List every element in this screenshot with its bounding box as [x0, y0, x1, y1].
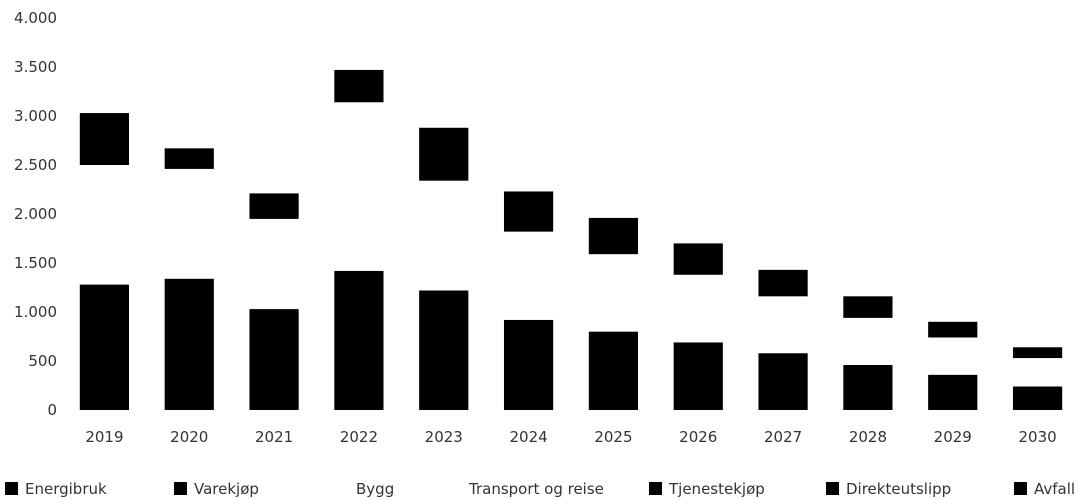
legend-swatch: [649, 482, 662, 495]
bar-2020-series-2: [164, 148, 214, 169]
legend-item: Avfall: [1014, 480, 1075, 498]
bar-2022-series-2: [334, 69, 384, 103]
bar-2030-series-0: [1012, 386, 1063, 410]
y-tick-label: 3.000: [14, 107, 57, 125]
bar-2023-series-1: [419, 180, 469, 291]
x-tick-label: 2024: [509, 428, 547, 446]
legend-item: Tjenestekjøp: [649, 480, 765, 498]
x-tick-label: 2025: [594, 428, 632, 446]
bar-2024-series-1: [503, 231, 554, 320]
bar-2025-series-0: [588, 331, 639, 410]
y-axis: 0 500 1.000 1.500 2.000 2.500 3.000 3.500 4.000: [14, 9, 57, 419]
y-tick-label: 0: [47, 401, 57, 419]
bar-2029-series-2: [928, 321, 978, 338]
y-tick-label: 4.000: [14, 9, 57, 27]
bar-2028-series-1: [843, 317, 893, 365]
bar-2019-series-0: [79, 284, 130, 410]
x-tick-label: 2019: [85, 428, 123, 446]
x-tick-label: 2023: [425, 428, 463, 446]
bar-2021-series-0: [249, 309, 299, 410]
legend-swatch: [1014, 482, 1027, 495]
x-tick-label: 2028: [849, 428, 887, 446]
bar-2027-series-2: [758, 269, 808, 297]
y-tick-label: 1.000: [14, 303, 57, 321]
legend-item: Transport og reise: [468, 480, 604, 498]
y-tick-label: 2.000: [14, 205, 57, 223]
legend-label: Bygg: [356, 480, 394, 498]
bar-2029-series-1: [928, 337, 978, 375]
y-tick-label: 500: [28, 352, 57, 370]
x-tick-label: 2027: [764, 428, 802, 446]
bar-2026-series-0: [673, 342, 723, 410]
y-tick-label: 3.500: [14, 58, 57, 76]
bar-2026-series-1: [673, 274, 723, 343]
legend-swatch: [826, 482, 839, 495]
x-tick-label: 2029: [934, 428, 972, 446]
legend-label: Avfall: [1034, 480, 1075, 498]
bar-2028-series-0: [843, 364, 893, 410]
legend-item: Bygg: [356, 480, 394, 498]
bar-2025-series-2: [588, 217, 639, 255]
bar-2019-series-1: [79, 165, 130, 285]
bar-2027-series-0: [758, 353, 808, 410]
bar-2024-series-2: [503, 191, 554, 232]
x-tick-label: 2020: [170, 428, 208, 446]
legend: Energibruk Varekjøp Bygg Transport og reise…: [5, 480, 1075, 498]
bar-2020-series-0: [164, 278, 214, 410]
legend-label: Tjenestekjøp: [668, 480, 765, 498]
bar-2022-series-1: [334, 102, 384, 271]
bar-2020-series-1: [164, 168, 214, 279]
bar-2028-series-2: [843, 296, 893, 318]
legend-label: Energibruk: [25, 480, 107, 498]
bar-2019-series-2: [79, 113, 130, 165]
bar-2021-series-1: [249, 218, 299, 310]
legend-item: Energibruk: [5, 480, 107, 498]
legend-item: Direkteutslipp: [826, 480, 951, 498]
legend-label: Transport og reise: [468, 480, 604, 498]
legend-item: Varekjøp: [174, 480, 259, 498]
x-tick-label: 2022: [340, 428, 378, 446]
bar-2030-series-1: [1012, 358, 1063, 387]
bar-2026-series-2: [673, 243, 723, 275]
bar-2027-series-1: [758, 296, 808, 354]
bar-2025-series-1: [588, 254, 639, 332]
bar-2029-series-0: [928, 374, 978, 410]
x-tick-label: 2021: [255, 428, 293, 446]
bar-2021-series-2: [249, 193, 299, 219]
bar-2023-series-0: [419, 290, 469, 410]
y-tick-label: 2.500: [14, 156, 57, 174]
legend-swatch: [5, 482, 18, 495]
x-tick-label: 2030: [1018, 428, 1056, 446]
x-axis: 2019 2020 2021 2022 2023 2024 2025 2026 2027 2028…: [85, 428, 1056, 446]
bar-2023-series-2: [419, 127, 469, 181]
bar-2022-series-0: [334, 270, 384, 410]
bars: [79, 69, 1063, 410]
bar-2024-series-0: [503, 319, 554, 410]
bar-2030-series-2: [1012, 347, 1063, 359]
x-tick-label: 2026: [679, 428, 717, 446]
legend-label: Direkteutslipp: [846, 480, 951, 498]
legend-swatch: [174, 482, 187, 495]
legend-label: Varekjøp: [194, 480, 259, 498]
y-tick-label: 1.500: [14, 254, 57, 272]
